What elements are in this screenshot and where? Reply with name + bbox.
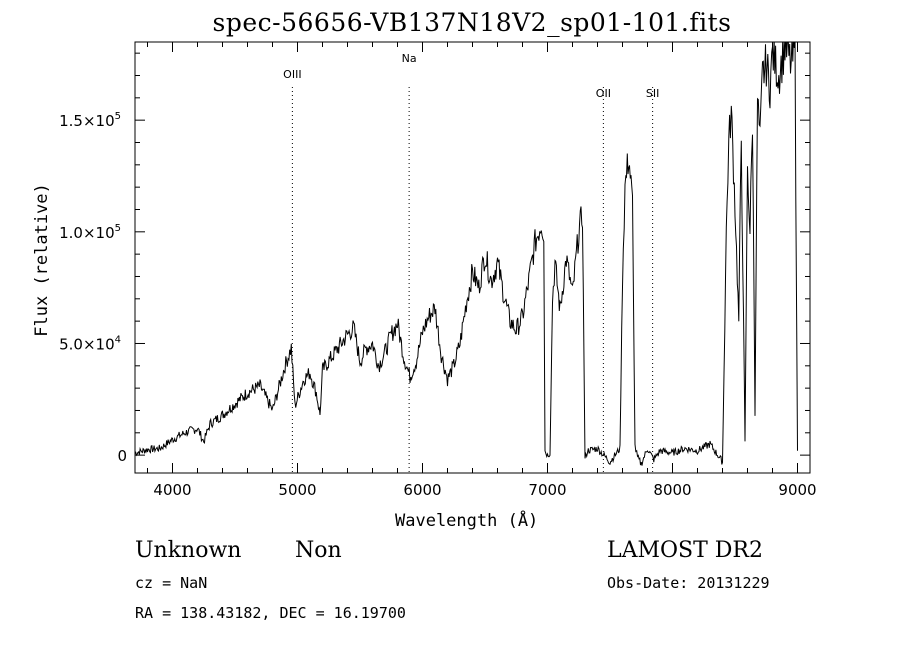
chart-title: spec-56656-VB137N18V2_sp01-101.fits — [212, 8, 732, 37]
spectral-line-markers: OIII Na OII SII — [283, 52, 659, 473]
line-label-na: Na — [402, 52, 417, 65]
line-label-oii: OII — [596, 87, 611, 100]
spectral-class: Unknown — [135, 538, 242, 563]
line-label-sii: SII — [646, 87, 659, 100]
x-tick-label: 5000 — [278, 481, 316, 499]
x-tick-label: 7000 — [528, 481, 566, 499]
x-axis-label: Wavelength (Å) — [395, 511, 539, 531]
y-tick-label: 5.0×104 — [59, 334, 121, 353]
x-tick-label: 9000 — [778, 481, 816, 499]
observation-date: Obs-Date: 20131229 — [607, 574, 770, 592]
x-tick-label: 4000 — [153, 481, 191, 499]
plot-frame — [134, 41, 811, 474]
y-tick-label: 1.5×105 — [59, 111, 121, 130]
x-tick-label: 6000 — [403, 481, 441, 499]
redshift-value: cz = NaN — [135, 574, 208, 592]
spectral-subclass: Non — [295, 538, 342, 563]
survey-name: LAMOST DR2 — [607, 538, 763, 563]
y-tick-label: 1.0×105 — [59, 223, 121, 242]
spectrum-line — [135, 42, 798, 466]
y-axis-label: Flux (relative) — [32, 183, 52, 337]
coordinates: RA = 138.43182, DEC = 16.19700 — [135, 604, 406, 622]
line-label-oiii: OIII — [283, 68, 301, 81]
x-tick-label: 8000 — [653, 481, 691, 499]
plot-axes: 4000 5000 6000 7000 8000 9000 0 5.0×104 1.0×105 1… — [59, 41, 817, 499]
spectrum-series — [135, 42, 798, 466]
y-tick-label: 0 — [117, 447, 127, 465]
